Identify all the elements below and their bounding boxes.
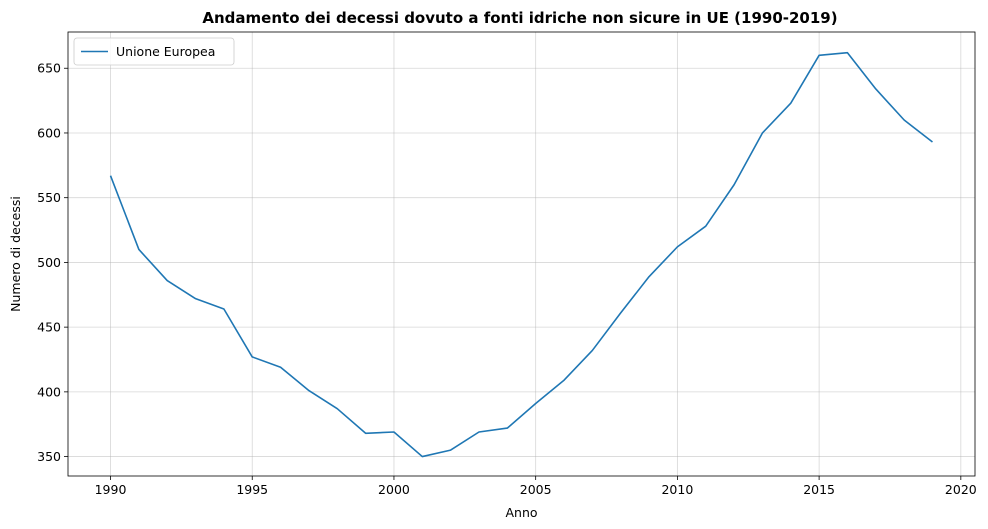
plot-frame (68, 32, 975, 476)
x-tick-label: 1995 (236, 482, 268, 497)
legend: Unione Europea (74, 38, 234, 65)
y-tick-label: 650 (37, 61, 61, 76)
y-tick-label: 450 (37, 320, 61, 335)
series-group (111, 53, 933, 457)
chart-title: Andamento dei decessi dovuto a fonti idr… (202, 9, 837, 27)
y-axis-label: Numero di decessi (8, 196, 23, 312)
ticks: 1990 1995 2000 2005 2010 2015 2020 350 400 450 500… (37, 61, 977, 497)
grid (68, 32, 975, 476)
x-tick-label: 2005 (520, 482, 552, 497)
x-tick-label: 2020 (945, 482, 977, 497)
y-tick-label: 600 (37, 125, 61, 140)
y-tick-label: 400 (37, 384, 61, 399)
x-tick-label: 2010 (661, 482, 693, 497)
y-tick-label: 500 (37, 255, 61, 270)
x-tick-label: 2015 (803, 482, 835, 497)
x-tick-label: 2000 (378, 482, 410, 497)
legend-label: Unione Europea (116, 44, 215, 59)
series-line (111, 53, 933, 457)
y-tick-label: 350 (37, 449, 61, 464)
x-axis-label: Anno (505, 505, 537, 520)
x-tick-label: 1990 (95, 482, 127, 497)
y-tick-label: 550 (37, 190, 61, 205)
